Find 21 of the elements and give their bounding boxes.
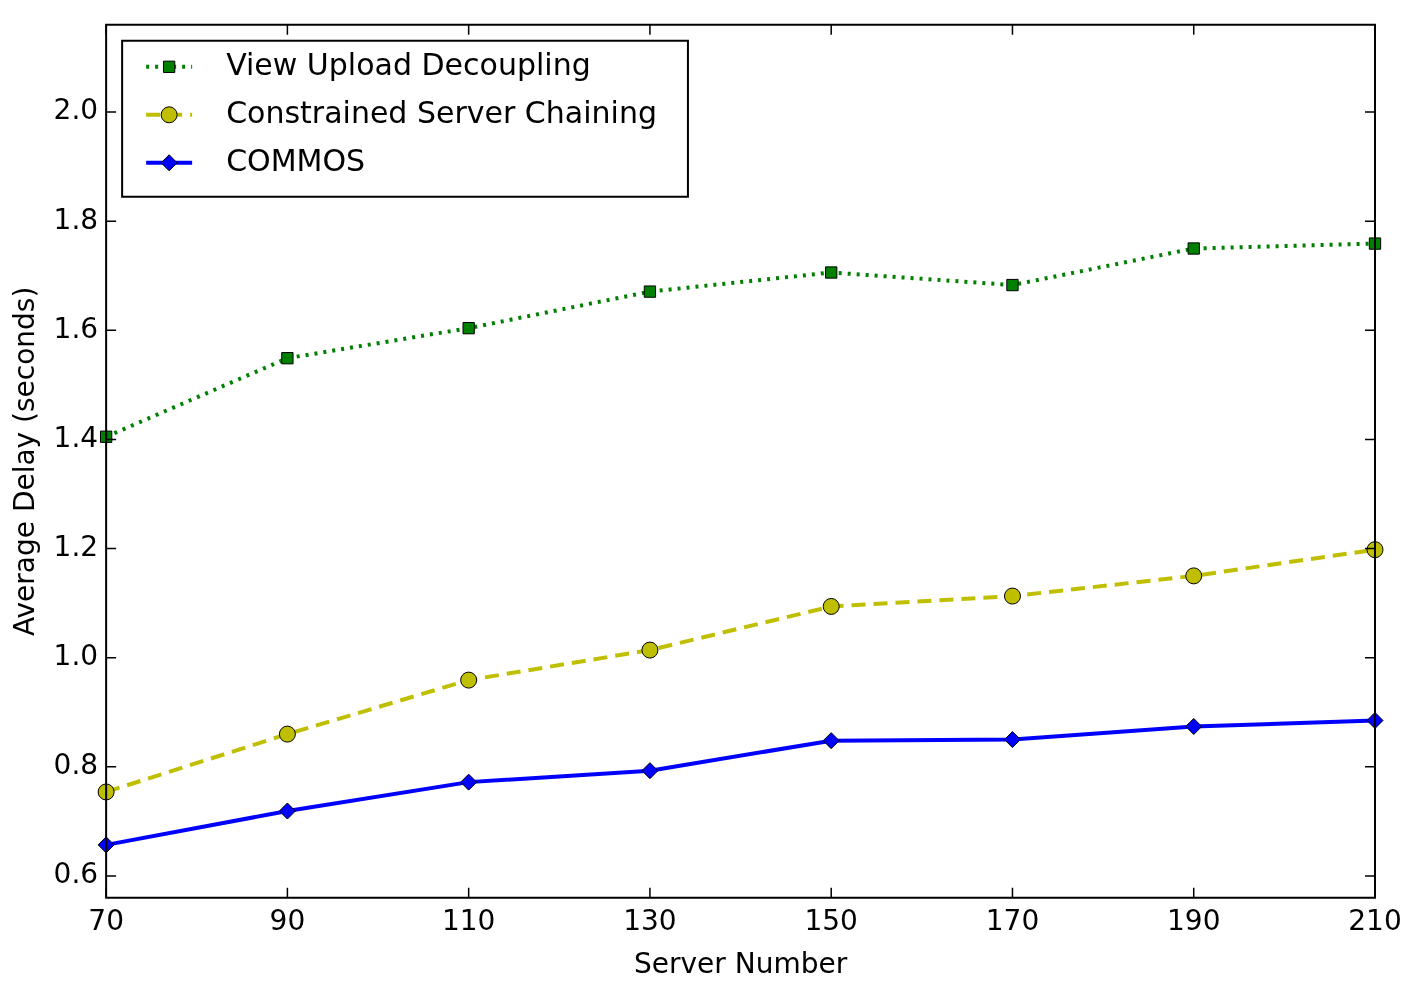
y-tick-label: 1.8 xyxy=(53,202,99,236)
x-tick-label: 70 xyxy=(88,903,124,937)
legend-label: Constrained Server Chaining xyxy=(226,94,657,130)
y-tick-label: 1.4 xyxy=(53,420,99,454)
y-tick-label: 0.8 xyxy=(53,748,99,782)
y-tick-label: 1.0 xyxy=(53,639,99,673)
x-axis-title: Server Number xyxy=(633,947,848,981)
y-tick-label: 1.2 xyxy=(53,529,99,563)
x-tick-label: 90 xyxy=(269,903,306,937)
x-tick-label: 210 xyxy=(1348,903,1402,937)
x-tick-label: 110 xyxy=(441,903,496,937)
x-tick-label: 170 xyxy=(985,903,1040,937)
legend-label: View Upload Decoupling xyxy=(226,46,591,82)
x-tick-label: 150 xyxy=(804,903,858,937)
y-tick-label: 2.0 xyxy=(53,93,99,127)
y-axis-title: Average Delay (seconds) xyxy=(8,286,42,636)
y-tick-label: 0.6 xyxy=(53,857,99,891)
x-tick-label: 130 xyxy=(623,903,677,937)
y-tick-label: 1.6 xyxy=(53,311,99,345)
legend-label: COMMOS xyxy=(226,142,366,178)
x-tick-label: 190 xyxy=(1167,903,1221,937)
